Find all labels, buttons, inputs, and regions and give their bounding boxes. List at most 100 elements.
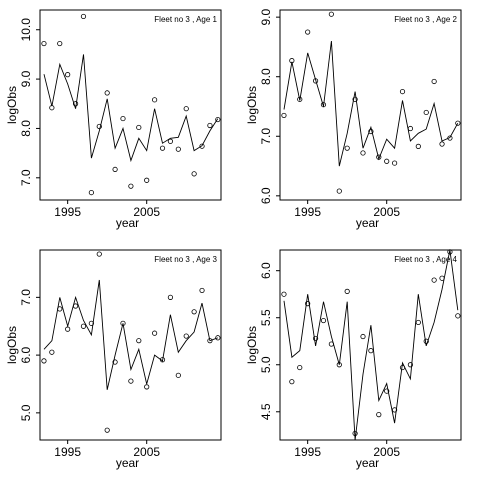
observed-point [199, 143, 205, 149]
observed-point [431, 78, 437, 85]
observed-point [183, 333, 189, 339]
plot-frame [39, 9, 222, 201]
observed-point [88, 320, 94, 326]
observed-point [344, 145, 350, 151]
observed-point [112, 359, 118, 365]
fitted-line [283, 249, 459, 441]
observed-point [423, 109, 429, 116]
observed-point [320, 102, 327, 108]
observed-point [281, 112, 287, 119]
x-axis-label: year [356, 456, 379, 470]
observed-point [96, 123, 102, 130]
observed-point [191, 171, 197, 177]
observed-point [297, 96, 303, 102]
panel-title: Fleet no 3 , Age 3 [154, 255, 217, 264]
x-tick-label: 1995 [294, 445, 321, 459]
observed-point [399, 88, 406, 95]
fitted-line [43, 279, 218, 390]
observed-point [65, 72, 71, 78]
y-tick-label: 5.0 [259, 356, 273, 373]
observed-point [281, 291, 287, 297]
y-tick-label: 8.0 [19, 120, 33, 137]
x-tick-label: 2005 [133, 445, 160, 459]
observed-point [328, 11, 334, 17]
panel-title: Fleet no 3 , Age 1 [154, 15, 217, 24]
plot-frame [39, 249, 222, 441]
observed-point [336, 188, 342, 194]
observed-point [431, 277, 437, 283]
y-axis-label: logObs [5, 86, 19, 124]
x-axis-label: year [116, 216, 139, 230]
observed-point [376, 412, 382, 418]
panel-title: Fleet no 3 , Age 4 [394, 255, 457, 264]
observed-point [407, 125, 414, 132]
observed-point [447, 249, 453, 255]
y-tick-label: 5.5 [259, 309, 273, 326]
observed-point [136, 124, 142, 131]
fitted-line [283, 40, 459, 167]
observed-point [167, 138, 174, 144]
observed-point [305, 29, 311, 35]
observed-point [144, 177, 150, 183]
observed-point [215, 116, 221, 123]
observed-point [360, 150, 366, 156]
observed-point [384, 388, 390, 394]
observed-point [352, 96, 358, 102]
observed-point [175, 372, 181, 378]
observed-point [112, 166, 118, 173]
observed-point [136, 338, 142, 344]
x-tick-label: 2005 [373, 205, 400, 219]
plot-frame [279, 9, 462, 201]
observed-point [49, 349, 55, 355]
observed-point [175, 146, 181, 152]
x-tick-label: 1995 [54, 205, 81, 219]
observed-point [57, 40, 63, 47]
y-axis-label: logObs [245, 326, 259, 364]
x-tick-label: 1995 [54, 445, 81, 459]
observed-point [144, 384, 150, 390]
y-axis-label: logObs [5, 326, 19, 364]
y-tick-label: 7.0 [19, 169, 33, 186]
y-tick-label: 7.0 [19, 289, 33, 306]
observed-point [207, 122, 213, 129]
observed-point [305, 301, 311, 307]
observed-point [392, 160, 398, 166]
observed-point [104, 427, 110, 433]
x-axis-label: year [356, 216, 379, 230]
observed-point [191, 309, 197, 315]
observed-point [312, 335, 319, 342]
observed-point [152, 330, 158, 336]
y-tick-label: 9.0 [259, 8, 273, 25]
observed-point [360, 333, 366, 340]
y-tick-label: 6.0 [259, 262, 273, 279]
observed-point [320, 317, 327, 324]
fitted-line [43, 54, 219, 163]
observed-point [88, 189, 94, 196]
observed-point [80, 13, 87, 20]
y-tick-label: 6.0 [19, 346, 33, 363]
y-tick-label: 8.0 [259, 68, 273, 85]
y-tick-label: 10.0 [19, 18, 33, 42]
observed-point [368, 348, 374, 354]
observed-point [199, 287, 205, 294]
observed-point [128, 183, 134, 189]
observed-point [415, 319, 421, 326]
observed-point [384, 158, 390, 164]
observed-point [128, 378, 134, 384]
observed-point [96, 251, 102, 257]
observed-point [297, 364, 303, 371]
observed-point [41, 358, 47, 364]
y-tick-label: 9.0 [19, 70, 33, 87]
observed-point [215, 335, 221, 341]
observed-point [455, 313, 461, 319]
y-axis-label: logObs [245, 86, 259, 124]
y-tick-label: 4.5 [259, 403, 273, 420]
observed-point [407, 362, 414, 368]
observed-point [344, 288, 350, 294]
observed-point [455, 120, 461, 126]
observed-point [368, 128, 374, 135]
y-tick-label: 7.0 [259, 128, 273, 145]
observed-point [183, 106, 189, 112]
x-axis-label: year [116, 456, 139, 470]
